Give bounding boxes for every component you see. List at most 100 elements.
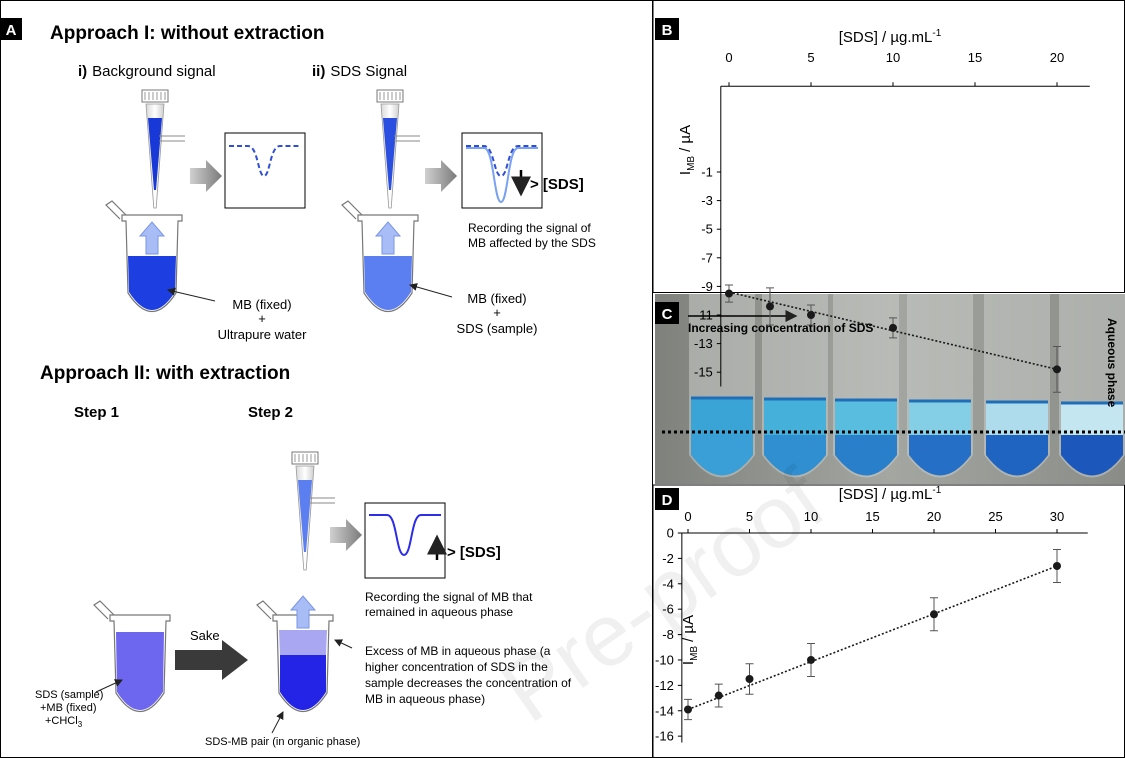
data-point: [889, 323, 897, 332]
x-tick-label: 5: [807, 50, 814, 65]
data-point: [1053, 562, 1061, 571]
subscript: MB: [689, 646, 700, 661]
excess-note: MB in aqueous phase): [365, 692, 485, 706]
y-tick-label: -9: [701, 279, 713, 294]
photo-liquid: [1061, 435, 1123, 476]
x-axis-label: [SDS] / µg.mL-1: [839, 28, 942, 46]
approach-title: Approach II: with extraction: [40, 363, 290, 384]
tube-label: MB (fixed): [232, 297, 291, 312]
x-tick-label: 0: [725, 50, 732, 65]
y-tick-label: -7: [701, 250, 713, 265]
x-tick-label: 30: [1050, 509, 1064, 524]
photo-liquid: [835, 400, 897, 435]
x-axis-label: [SDS] / µg.mL-1: [839, 485, 942, 503]
photo-caption: Increasing concentration of SDS: [688, 321, 873, 335]
approach-title: Approach I: without extraction: [50, 23, 324, 44]
photo-liquid: [909, 435, 971, 476]
y-label-text: I: [677, 171, 694, 175]
photo-liquid: [986, 402, 1048, 435]
data-point: [807, 655, 815, 664]
y-tick-label: -10: [655, 652, 674, 667]
y-tick-label: -16: [655, 729, 674, 744]
y-tick-label: -3: [701, 193, 713, 208]
recording-text: Recording the signal of MB that: [365, 590, 533, 604]
excess-note: sample decreases the concentration of: [365, 676, 572, 690]
tube-label: MB (fixed): [467, 291, 526, 306]
step-title: ii) SDS Signal: [312, 63, 407, 80]
superscript: -1: [932, 485, 941, 496]
panel-label: B: [662, 22, 673, 39]
panel-label: D: [662, 492, 673, 509]
y-tick-label: -5: [701, 222, 713, 237]
illustration: [105, 89, 543, 313]
panel-label-box: [0, 18, 22, 40]
action-label: Sake: [190, 628, 220, 643]
x-label-text: [SDS] / µg.mL: [839, 29, 933, 46]
superscript: -1: [932, 28, 941, 39]
y-tick-label: -4: [662, 576, 674, 591]
photo: Increasing concentration of SDS Aqueous …: [655, 294, 1125, 484]
x-tick-label: 10: [804, 509, 818, 524]
photo-liquid: [691, 435, 753, 476]
pair-note: SDS-MB pair (in organic phase): [205, 736, 360, 748]
photo-liquid: [986, 435, 1048, 476]
data-point: [745, 675, 754, 684]
photo-liquid: [909, 401, 971, 435]
y-tick-label: -8: [662, 627, 674, 642]
signal-label: > [SDS]: [530, 176, 584, 193]
panel-label-box: [655, 18, 679, 40]
x-tick-label: 15: [865, 509, 879, 524]
tube-label: +: [258, 311, 266, 326]
y-tick-label: -11: [695, 308, 713, 323]
data-point: [725, 289, 733, 298]
data-point: [1053, 365, 1061, 374]
x-tick-label: 10: [886, 50, 900, 65]
x-tick-label: 20: [1050, 50, 1064, 65]
recording-text: remained in aqueous phase: [365, 605, 513, 619]
data-point: [714, 691, 723, 700]
step-number: ii): [312, 63, 325, 80]
step-text: SDS Signal: [330, 63, 407, 80]
signal-label: > [SDS]: [447, 544, 501, 561]
panel-label: A: [6, 22, 17, 39]
subscript: 3: [78, 720, 83, 729]
y-tick-label: -1: [701, 165, 713, 180]
y-tick-label: -2: [662, 551, 674, 566]
tube-label: +: [493, 305, 501, 320]
panel-label-box: [655, 302, 679, 324]
tube-label: Ultrapure water: [218, 327, 308, 342]
x-tick-label: 5: [746, 509, 753, 524]
step-number: i): [78, 63, 87, 80]
data-point: [930, 610, 938, 619]
phase-label: Aqueous phase: [1105, 318, 1119, 408]
photo-liquid: [835, 435, 897, 476]
photo-liquid: [691, 398, 753, 435]
y-tick-label: -14: [655, 703, 674, 718]
sample-label: SDS (sample): [35, 689, 103, 701]
step-text: Background signal: [92, 63, 215, 80]
y-tick-label: -12: [655, 678, 674, 693]
y-label-unit: / µA: [677, 125, 694, 152]
sample-text: +CHCl: [45, 715, 78, 727]
excess-note: Excess of MB in aqueous phase (a: [365, 644, 551, 658]
photo-liquid: [764, 435, 826, 476]
x-tick-label: 20: [927, 509, 941, 524]
y-label-text: I: [680, 661, 697, 665]
x-tick-label: 15: [968, 50, 982, 65]
y-axis-label: IMB / µA: [677, 125, 697, 175]
x-label-text: [SDS] / µg.mL: [839, 486, 933, 503]
photo-liquid: [764, 399, 826, 435]
tube-label: SDS (sample): [457, 321, 538, 336]
sample-label: +MB (fixed): [40, 702, 97, 714]
y-axis-label: IMB / µA: [680, 615, 700, 665]
photo-liquid: [1061, 403, 1123, 435]
data-point: [807, 311, 815, 319]
step-title: i) Background signal: [78, 63, 216, 80]
excess-note: higher concentration of SDS in the: [365, 660, 548, 674]
data-point: [684, 705, 692, 714]
step-title: Step 2: [248, 404, 293, 421]
y-tick-label: -13: [694, 336, 713, 351]
step-title: Step 1: [74, 404, 119, 421]
